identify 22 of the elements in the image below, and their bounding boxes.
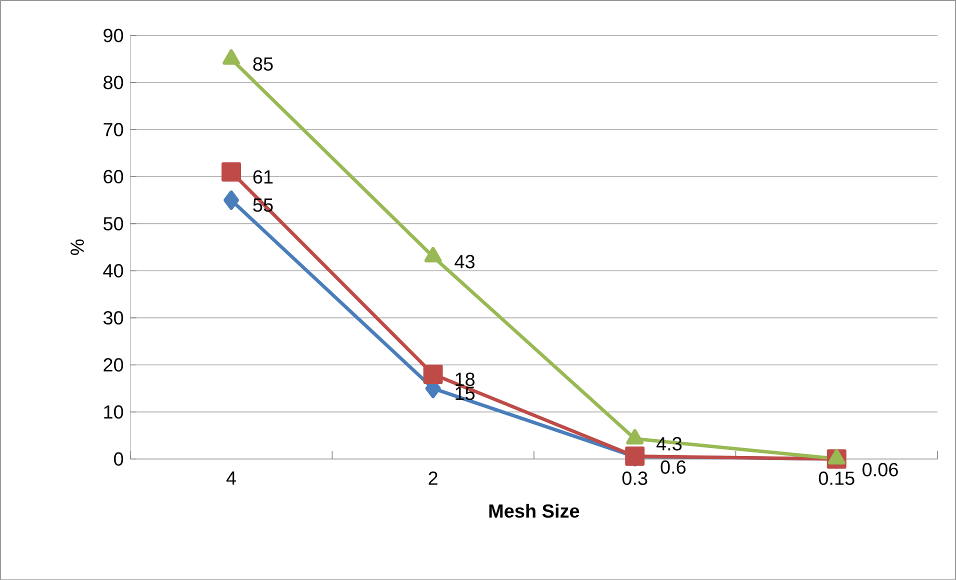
x-tick-label: 4 [226,471,236,484]
data-label: 18 [456,372,475,386]
y-tick-label: 90 [104,28,124,42]
x-tick-label: 0.15 [818,471,854,485]
y-tick-label: 10 [104,405,124,418]
y-tick-label: 60 [104,170,124,184]
data-label: 0.6 [660,460,686,474]
y-tick-label: 0 [114,452,124,466]
x-tick-label: 2 [428,471,438,485]
data-label: 43 [454,254,474,268]
y-tick-label: 70 [104,122,124,136]
y-tick-label: 50 [103,216,124,230]
x-axis-title: Mesh Size [489,504,580,518]
y-axis-title: % [70,239,84,255]
x-tick-label: 0.3 [622,471,648,485]
data-label: 0.06 [862,462,898,476]
data-label: 85 [253,57,273,71]
y-tick-label: 40 [103,264,124,278]
y-tick-label: 30 [103,310,124,324]
y-tick-label: 20 [104,358,124,372]
y-tick-label: 80 [104,76,124,90]
data-label: 61 [253,170,273,184]
